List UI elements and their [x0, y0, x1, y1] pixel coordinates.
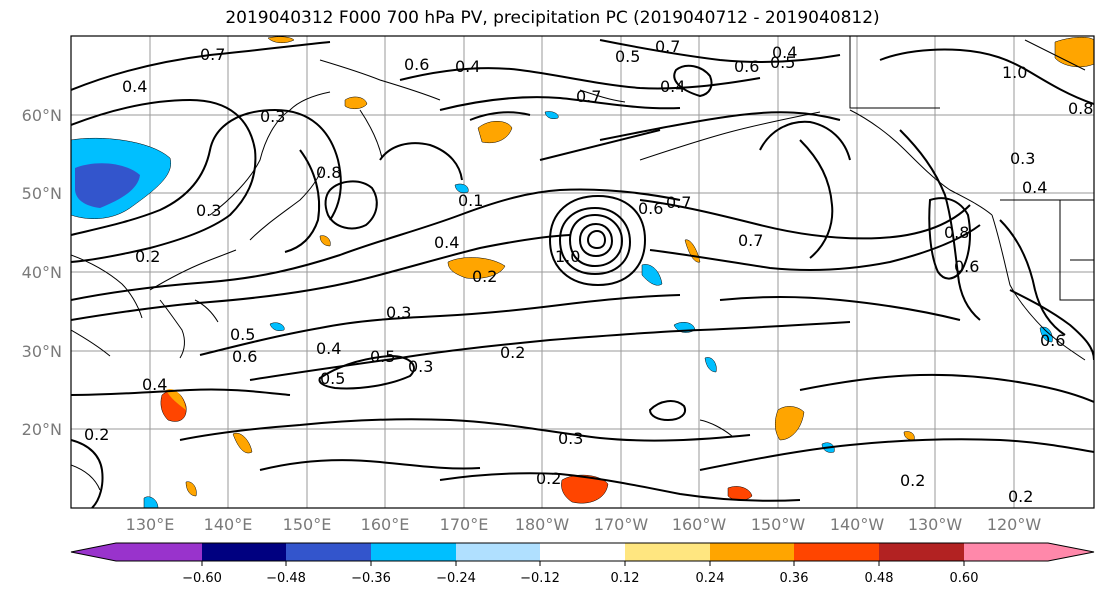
lon-label: 180°W — [515, 515, 570, 534]
contour-label: 0.7 — [666, 193, 691, 212]
colorbar-extend-high — [1048, 543, 1094, 561]
contour-label: 0.8 — [316, 163, 341, 182]
lon-label: 140°E — [204, 515, 253, 534]
lon-label: 160°W — [672, 515, 727, 534]
contour-label: 0.5 — [320, 369, 345, 388]
lat-label: 50°N — [22, 184, 62, 203]
colorbar-bin — [202, 543, 286, 561]
colorbar-bin — [540, 543, 625, 561]
lon-label: 170°W — [594, 515, 649, 534]
contour-label: 0.6 — [954, 257, 979, 276]
contour-label: 0.7 — [576, 87, 601, 106]
colorbar-tick-label: −0.60 — [182, 571, 222, 586]
contour-label: 0.4 — [142, 375, 167, 394]
lon-label: 130°W — [908, 515, 963, 534]
contour-label: 1.0 — [1002, 63, 1027, 82]
contour-label: 0.5 — [370, 347, 395, 366]
contour-label: 0.5 — [230, 325, 255, 344]
colorbar-bin — [964, 543, 1048, 561]
pv-contours — [71, 39, 1094, 508]
contour-label: 0.2 — [500, 343, 525, 362]
colorbar-tick-label: 0.60 — [950, 571, 979, 586]
contour-label: 0.4 — [1022, 178, 1047, 197]
contour-label: 0.3 — [260, 107, 285, 126]
lon-label: 160°E — [361, 515, 410, 534]
contour-label: 0.4 — [122, 77, 147, 96]
contour-label: 0.1 — [458, 191, 483, 210]
contour-label: 0.2 — [1008, 487, 1033, 506]
contour-label: 1.0 — [555, 247, 580, 266]
lon-label: 150°E — [283, 515, 332, 534]
lat-label: 60°N — [22, 106, 62, 125]
colorbar-bin — [625, 543, 710, 561]
coastlines — [71, 36, 1094, 491]
colorbar-outline — [70, 542, 1095, 562]
colorbar-tick-label: 0.48 — [865, 571, 894, 586]
lon-label: 140°W — [830, 515, 885, 534]
contour-label: 0.6 — [1040, 331, 1065, 350]
contour-label: 0.4 — [772, 43, 797, 62]
latitude-labels: 60°N 50°N 40°N 30°N 20°N — [22, 106, 62, 439]
contour-label: 0.6 — [638, 199, 663, 218]
colorbar-bin — [286, 543, 371, 561]
colorbar-bin — [371, 543, 456, 561]
contour-label: 0.2 — [84, 425, 109, 444]
colorbar-bin — [710, 543, 794, 561]
contour-label: 0.8 — [944, 223, 969, 242]
lon-label: 120°W — [987, 515, 1042, 534]
contour-label: 0.6 — [734, 57, 759, 76]
contour-labels: 0.7 0.4 0.6 0.4 0.5 0.7 0.6 0.5 0.4 0.7 … — [84, 37, 1093, 506]
contour-label: 0.3 — [386, 303, 411, 322]
contour-label: 0.4 — [660, 77, 685, 96]
lat-label: 20°N — [22, 420, 62, 439]
lat-label: 40°N — [22, 263, 62, 282]
gridlines — [71, 36, 1094, 508]
colorbar: −0.60 −0.48 −0.36 −0.24 −0.12 0.12 0.24 … — [70, 542, 1095, 586]
longitude-labels: 130°E 140°E 150°E 160°E 170°E 180°W 170°… — [126, 515, 1042, 534]
contour-label: 0.4 — [434, 233, 459, 252]
contour-label: 0.7 — [738, 231, 763, 250]
contour-label: 0.7 — [655, 37, 680, 56]
colorbar-extend-low — [71, 543, 116, 561]
contour-label: 0.3 — [558, 429, 583, 448]
contour-label: 0.4 — [455, 57, 480, 76]
lat-label: 30°N — [22, 342, 62, 361]
contour-label: 0.3 — [408, 357, 433, 376]
colorbar-tick-label: −0.36 — [351, 571, 391, 586]
colorbar-bin — [879, 543, 964, 561]
contour-label: 0.2 — [900, 471, 925, 490]
contour-label: 0.5 — [615, 47, 640, 66]
colorbar-tick-label: 0.12 — [611, 571, 640, 586]
precipitation-shading — [71, 36, 1094, 508]
contour-label: 0.5 — [770, 53, 795, 72]
contour-label: 0.3 — [1010, 149, 1035, 168]
contour-label: 0.2 — [135, 247, 160, 266]
contour-label: 0.3 — [196, 201, 221, 220]
colorbar-tick-label: 0.36 — [780, 571, 809, 586]
contour-label: 0.4 — [316, 339, 341, 358]
negative-precip-core — [75, 163, 140, 208]
contour-label: 0.8 — [1068, 99, 1093, 118]
contour-label: 0.7 — [200, 45, 225, 64]
colorbar-tick-label: −0.12 — [520, 571, 560, 586]
colorbar-tick-label: −0.48 — [266, 571, 306, 586]
contour-label: 0.2 — [536, 469, 561, 488]
lon-label: 170°E — [440, 515, 489, 534]
colorbar-tick-label: 0.24 — [696, 571, 725, 586]
contour-label: 0.6 — [232, 347, 257, 366]
lon-label: 130°E — [126, 515, 175, 534]
colorbar-bin — [794, 543, 879, 561]
lon-label: 150°W — [751, 515, 806, 534]
map-title: 2019040312 F000 700 hPa PV, precipitatio… — [225, 8, 880, 28]
colorbar-tick-label: −0.24 — [436, 571, 476, 586]
contour-label: 0.2 — [472, 267, 497, 286]
colorbar-bin — [116, 543, 202, 561]
contour-label: 0.6 — [404, 55, 429, 74]
map-frame — [70, 35, 1095, 509]
colorbar-bin — [456, 543, 540, 561]
